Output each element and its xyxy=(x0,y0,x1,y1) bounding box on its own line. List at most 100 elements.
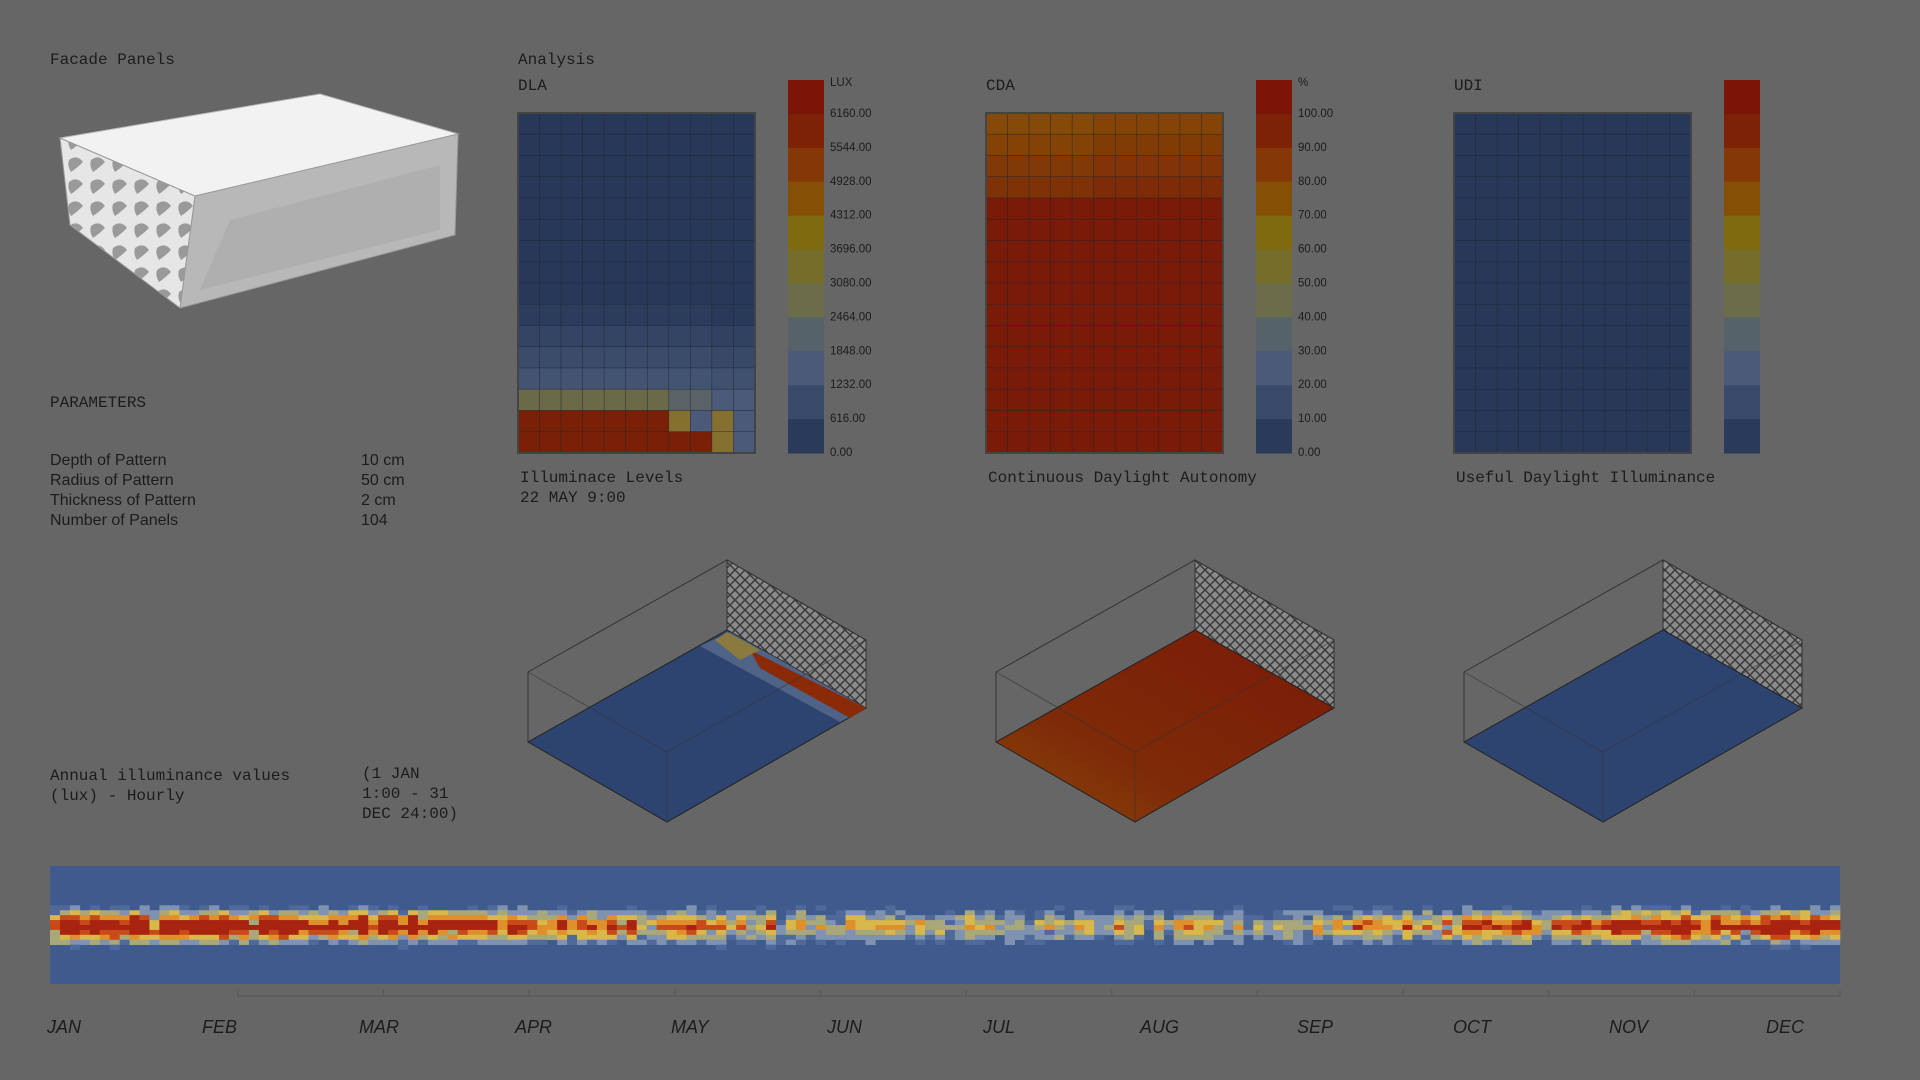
grid-cell xyxy=(1518,176,1541,199)
panel-caption: Continuous Daylight Autonomy xyxy=(988,469,1257,487)
heatmap-cell xyxy=(656,910,667,916)
grid-cell xyxy=(1179,261,1202,284)
heatmap-cell xyxy=(1183,925,1194,931)
heatmap-cell xyxy=(1670,934,1682,941)
grid-cell xyxy=(711,240,734,263)
heatmap-cell xyxy=(1700,939,1712,945)
heatmap-cell xyxy=(129,934,140,941)
heatmap-cell xyxy=(1412,929,1423,936)
heatmap-cell xyxy=(1820,910,1831,916)
heatmap-cell xyxy=(557,934,568,941)
heatmap-cell xyxy=(1750,929,1761,936)
heatmap-cell xyxy=(1183,934,1194,941)
heatmap-cell xyxy=(596,915,608,921)
heatmap-cell xyxy=(1263,929,1274,936)
heatmap-cell xyxy=(288,920,299,926)
heatmap-cell xyxy=(318,925,329,931)
grid-cell xyxy=(1539,325,1563,348)
grid-cell xyxy=(625,133,648,156)
heatmap-cell xyxy=(1571,910,1582,916)
grid-cell xyxy=(1453,346,1476,369)
grid-cell xyxy=(1453,388,1476,411)
parameter-label: Depth of Pattern xyxy=(50,452,167,469)
grid-cell xyxy=(1179,155,1202,178)
heatmap-cell xyxy=(338,910,349,916)
heatmap-cell xyxy=(109,910,120,916)
grid-cell xyxy=(1007,218,1030,241)
heatmap-cell xyxy=(557,929,568,936)
heatmap-cell xyxy=(129,915,140,921)
heatmap-cell xyxy=(149,920,160,926)
heatmap-cell xyxy=(905,934,916,941)
grid-cell xyxy=(690,410,713,433)
heatmap-cell xyxy=(1501,905,1513,911)
heatmap-cell xyxy=(1531,910,1542,916)
heatmap-cell xyxy=(1392,925,1403,931)
grid-cell xyxy=(1071,240,1095,263)
heatmap-cell xyxy=(1094,934,1105,941)
heatmap-cell xyxy=(1820,929,1831,936)
heatmap-cell xyxy=(1621,910,1632,916)
heatmap-cell xyxy=(925,915,936,921)
heatmap-cell xyxy=(766,929,777,936)
heatmap-cell xyxy=(1720,939,1731,945)
grid-cell xyxy=(690,346,713,369)
heatmap-cell xyxy=(945,910,956,916)
heatmap-cell xyxy=(1551,920,1562,926)
grid-cell xyxy=(1028,410,1051,433)
grid-cell xyxy=(582,388,605,411)
heatmap-cell xyxy=(656,939,667,945)
grid-cell xyxy=(711,303,734,326)
heatmap-cell xyxy=(756,905,767,911)
heatmap-cell xyxy=(189,925,200,931)
heatmap-cell xyxy=(835,915,846,921)
grid-cell xyxy=(733,155,756,178)
grid-cell xyxy=(668,133,691,156)
heatmap-cell xyxy=(89,939,101,945)
legend-swatch xyxy=(788,419,824,454)
heatmap-cell xyxy=(368,939,379,945)
grid-cell xyxy=(1007,325,1030,348)
heatmap-cell xyxy=(1273,910,1284,916)
heatmap-cell xyxy=(437,939,449,945)
heatmap-cell xyxy=(636,920,647,926)
heatmap-cell xyxy=(626,905,638,911)
heatmap-cell xyxy=(1362,929,1373,936)
heatmap-cell xyxy=(398,934,409,941)
grid-cell xyxy=(1582,282,1606,305)
heatmap-cell xyxy=(1491,939,1503,945)
heatmap-cell xyxy=(159,905,170,911)
heatmap-cell xyxy=(915,920,926,926)
heatmap-cell xyxy=(1482,915,1493,921)
heatmap-cell xyxy=(1153,929,1165,936)
heatmap-cell xyxy=(398,925,409,931)
heatmap-cell xyxy=(1511,925,1523,931)
heatmap-cell xyxy=(278,910,289,916)
heatmap-cell xyxy=(169,929,180,936)
grid-cell xyxy=(582,410,605,433)
grid-cell xyxy=(582,261,605,284)
heatmap-cell xyxy=(1392,920,1403,926)
grid-cell xyxy=(1028,218,1051,241)
grid-cell xyxy=(1050,282,1073,305)
grid-cell xyxy=(1093,303,1116,326)
heatmap-cell xyxy=(1641,920,1652,926)
heatmap-cell xyxy=(1293,920,1304,926)
heatmap-cell xyxy=(1810,929,1821,936)
legend-swatch xyxy=(1724,249,1760,284)
heatmap-cell xyxy=(129,910,140,916)
grid-cell xyxy=(985,367,1008,390)
heatmap-cell xyxy=(1004,910,1015,916)
grid-cell xyxy=(1539,346,1563,369)
heatmap-cell xyxy=(1491,929,1503,936)
heatmap-cell xyxy=(686,910,697,916)
heatmap-cell xyxy=(517,915,528,921)
grid-cell xyxy=(1604,112,1627,135)
heatmap-cell xyxy=(1521,910,1533,916)
heatmap-cell xyxy=(1631,925,1642,931)
grid-cell xyxy=(1647,218,1670,241)
heatmap-cell xyxy=(1621,939,1632,945)
heatmap-cell xyxy=(1114,925,1125,931)
heatmap-cell xyxy=(1680,920,1692,926)
heatmap-cell xyxy=(1173,910,1184,916)
